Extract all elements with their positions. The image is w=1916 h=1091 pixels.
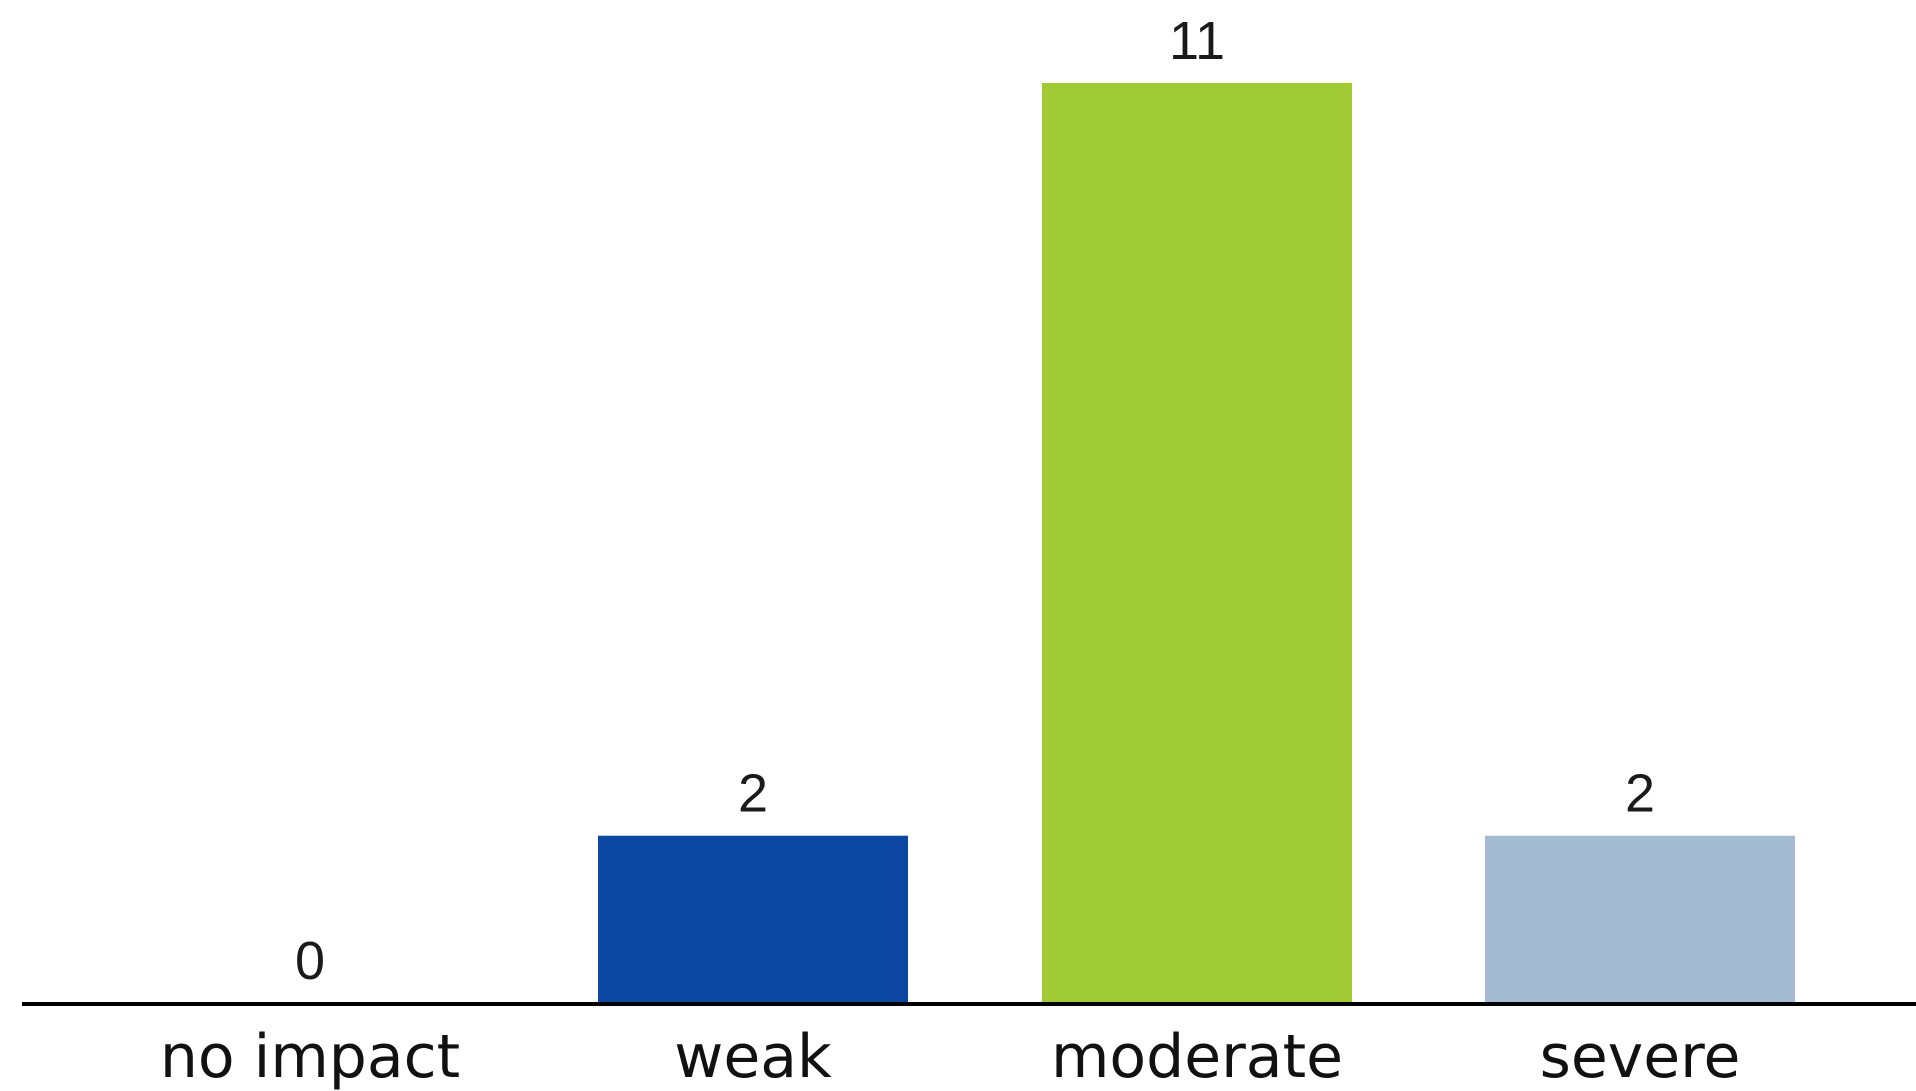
category-label-moderate: moderate [1051,1022,1343,1091]
bars-group [598,83,1795,1003]
value-label-severe: 2 [1625,764,1655,824]
category-label-severe: severe [1540,1022,1741,1091]
value-label-weak: 2 [738,764,768,824]
bar-moderate [1042,83,1352,1003]
bar-weak [598,835,908,1003]
value-label-moderate: 11 [1169,11,1225,71]
category-label-weak: weak [674,1022,832,1091]
value-label-no-impact: 0 [295,931,325,991]
category-labels-group: no impact weak moderate severe [160,1022,1741,1091]
category-label-no-impact: no impact [160,1022,460,1091]
bar-severe [1485,835,1795,1003]
value-labels-group: 0 2 11 2 [295,11,1655,991]
